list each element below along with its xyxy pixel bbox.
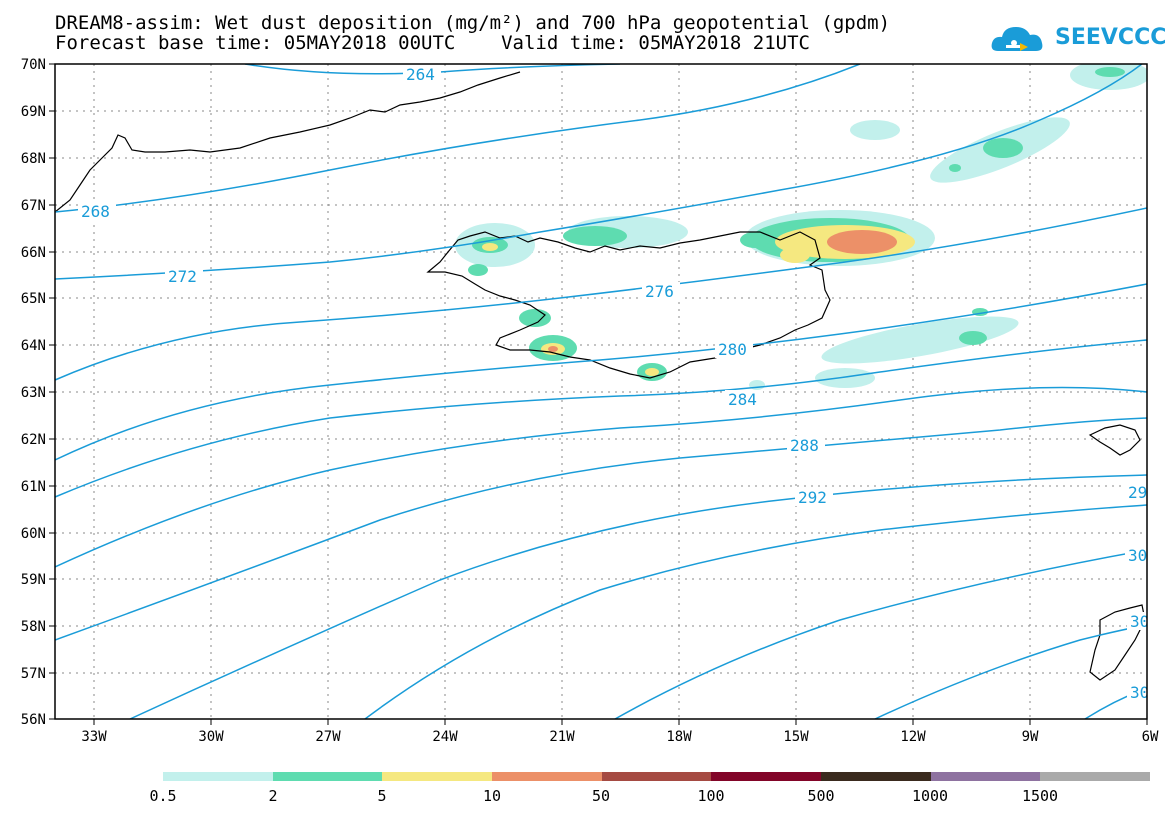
lon-label: 18W xyxy=(666,729,692,745)
lat-label: 67N xyxy=(21,198,46,214)
legend-swatch xyxy=(163,772,273,781)
legend-swatch xyxy=(930,772,1041,781)
legend-label: 0.5 xyxy=(149,787,177,805)
contour-label: 276 xyxy=(645,282,674,301)
legend-swatch xyxy=(272,772,383,781)
coastlines xyxy=(55,71,1146,681)
contour-label: 30 xyxy=(1130,683,1149,702)
latitude-labels: 70N 69N 68N 67N 66N 65N 64N 63N 62N 61N … xyxy=(21,57,46,728)
map-subtitle-times: Forecast base time: 05MAY2018 00UTC Vali… xyxy=(55,32,810,54)
lat-label: 61N xyxy=(21,479,46,495)
lon-label: 12W xyxy=(900,729,926,745)
cloud-icon xyxy=(991,27,1043,51)
contour-label: 30 xyxy=(1128,546,1147,565)
lat-label: 68N xyxy=(21,151,46,167)
contour-label: 288 xyxy=(790,436,819,455)
legend-label: 2 xyxy=(268,787,278,805)
contour-label: 29 xyxy=(1128,483,1147,502)
lat-label: 66N xyxy=(21,245,46,261)
lat-label: 57N xyxy=(21,666,46,682)
lat-label: 58N xyxy=(21,619,46,635)
wet-dust-deposition-shading xyxy=(455,64,1147,390)
legend-swatch xyxy=(1040,772,1151,781)
lat-label: 59N xyxy=(21,572,46,588)
axis-ticks xyxy=(49,63,1148,725)
forecast-map: 264 268 272 276 280 284 288 292 29 30 30… xyxy=(21,57,1159,745)
lat-label: 62N xyxy=(21,432,46,448)
deposition-color-legend xyxy=(163,772,1151,781)
graticule xyxy=(55,64,1147,719)
contour-label: 284 xyxy=(728,390,757,409)
lon-label: 30W xyxy=(198,729,224,745)
lon-label: 6W xyxy=(1142,729,1159,745)
legend-label: 50 xyxy=(591,787,611,805)
contour-label: 280 xyxy=(718,340,747,359)
lat-label: 56N xyxy=(21,712,46,728)
legend-label: 500 xyxy=(807,787,835,805)
lon-label: 9W xyxy=(1022,729,1039,745)
lon-label: 24W xyxy=(432,729,458,745)
contour-label: 272 xyxy=(168,267,197,286)
lat-label: 64N xyxy=(21,338,46,354)
longitude-labels: 33W 30W 27W 24W 21W 18W 15W 12W 9W 6W xyxy=(81,729,1159,745)
seevccc-logo-text: SEEVCCC xyxy=(1055,25,1167,50)
lat-label: 65N xyxy=(21,291,46,307)
legend-swatch xyxy=(821,772,931,781)
legend-label: 5 xyxy=(377,787,387,805)
geopotential-contours xyxy=(55,64,1147,719)
legend-label: 10 xyxy=(482,787,502,805)
contour-label: 30 xyxy=(1130,612,1149,631)
lon-label: 33W xyxy=(81,729,107,745)
legend-swatch xyxy=(382,772,493,781)
legend-swatch xyxy=(492,772,602,781)
lat-label: 60N xyxy=(21,526,46,542)
lon-label: 15W xyxy=(783,729,809,745)
contour-label: 268 xyxy=(81,202,110,221)
lon-label: 27W xyxy=(315,729,341,745)
lon-label: 21W xyxy=(549,729,575,745)
contour-label: 292 xyxy=(798,488,827,507)
contour-labels: 264 268 272 276 280 284 288 292 29 30 30… xyxy=(78,65,1149,702)
contour-label: 264 xyxy=(406,65,435,84)
legend-label: 1000 xyxy=(911,787,949,805)
lat-label: 70N xyxy=(21,57,46,73)
lat-label: 69N xyxy=(21,104,46,120)
lat-label: 63N xyxy=(21,385,46,401)
legend-swatch xyxy=(711,772,822,781)
legend-label: 100 xyxy=(697,787,725,805)
legend-swatch xyxy=(601,772,712,781)
legend-label: 1500 xyxy=(1021,787,1059,805)
map-title: DREAM8-assim: Wet dust deposition (mg/m²… xyxy=(55,12,891,34)
